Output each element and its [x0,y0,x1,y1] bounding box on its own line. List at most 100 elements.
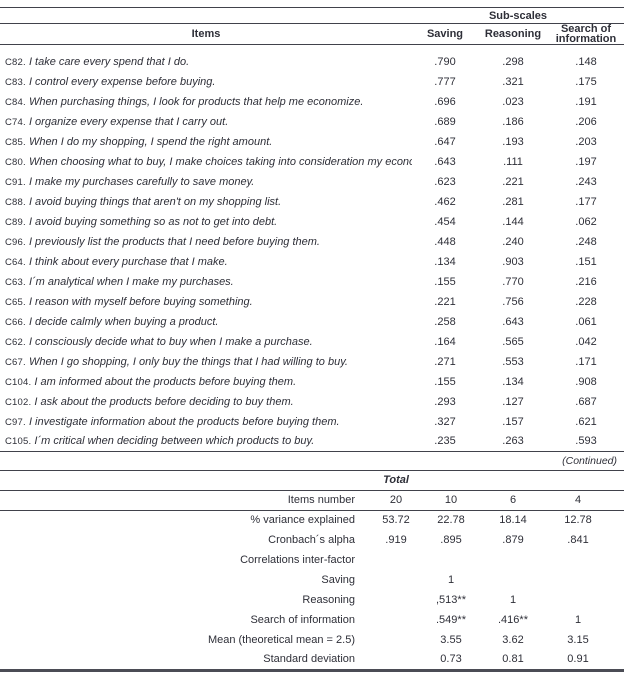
item-text: When I do my shopping, I spend the right… [28,135,273,148]
table-row: C63. I´m analytical when I make my purch… [0,272,624,292]
table-row: Reasoning ,513** 1 [0,590,624,610]
summary-label: Cronbach´s alpha [268,534,355,546]
table-row: C64. I think about every purchase that I… [0,252,624,272]
item-text: I avoid buying things that aren't on my … [28,195,282,208]
total-header-row: Total [0,471,624,491]
loading-reasoning: .023 [502,95,524,108]
item-text: I take care every spend that I do. [28,55,190,68]
table-row: C105. I´m critical when deciding between… [0,431,624,452]
loading-reasoning: .281 [502,195,524,208]
loading-saving: .271 [434,355,456,368]
loading-search: .216 [575,275,597,288]
summary-label: Mean (theoretical mean = 2.5) [207,634,355,646]
item-text: I previously list the products that I ne… [28,235,320,248]
table-row: C96. I previously list the products that… [0,232,624,252]
item-code: C82. [5,56,26,68]
item-text: I´m critical when deciding between which… [34,435,315,448]
item-code: C89. [5,216,26,228]
loading-saving: .293 [434,395,456,408]
search-column-header: Search of information [548,23,624,45]
loading-saving: .448 [434,235,456,248]
summary-reasoning [480,550,546,570]
summary-search: 3.15 [567,634,589,646]
item-text: I organize every expense that I carry ou… [28,115,229,128]
summary-reasoning [480,570,546,590]
loading-search: .191 [575,95,597,108]
loading-saving: .790 [434,55,456,68]
summary-label: Correlations inter-factor [240,554,355,566]
loading-saving: .696 [434,95,456,108]
summary-saving: 1 [447,574,455,586]
loading-search: .151 [575,255,597,268]
table-row: C74. I organize every expense that I car… [0,112,624,132]
loading-saving: .647 [434,135,456,148]
table-row: Cronbach´s alpha .919 .895 .879 .841 [0,530,624,550]
loading-saving: .155 [434,275,456,288]
loading-reasoning: .321 [502,75,524,88]
item-text: When purchasing things, I look for produ… [28,95,364,108]
loading-search: .042 [575,335,597,348]
subscales-header-row: Sub-scales [0,7,624,24]
item-text: When choosing what to buy, I make choice… [28,155,412,168]
continued-note: (Continued) [0,452,624,471]
item-code: C91. [5,176,26,188]
loading-reasoning: .193 [502,135,524,148]
summary-search [546,590,610,610]
loading-search: .228 [575,295,597,308]
item-text: I reason with myself before buying somet… [28,295,253,308]
summary-saving: 10 [422,490,480,511]
table-row: C89. I avoid buying something so as not … [0,212,624,232]
loading-reasoning: .144 [502,215,524,228]
item-text: I think about every purchase that I make… [28,255,228,268]
summary-reasoning: .416** [498,614,528,626]
loading-saving: .454 [434,215,456,228]
loading-reasoning: .157 [502,415,524,428]
item-text: I control every expense before buying. [28,75,216,88]
summary-saving: ,513** [436,594,466,606]
item-code: C66. [5,316,26,328]
loading-saving: .327 [434,415,456,428]
summary-saving: 22.78 [437,514,465,527]
table-row: C83. I control every expense before buyi… [0,72,624,92]
loading-search: .248 [575,235,597,248]
loading-reasoning: .134 [502,375,524,388]
loading-reasoning: .221 [502,175,524,188]
loading-reasoning: .240 [502,235,524,248]
item-code: C63. [5,276,26,288]
table-row: C65. I reason with myself before buying … [0,292,624,312]
loading-saving: .155 [434,375,456,388]
column-header-row: Items Saving Reasoning Search of informa… [0,23,624,45]
item-code: C105. [5,436,32,448]
table-row: C102. I ask about the products before de… [0,392,624,412]
loading-saving: .164 [434,335,456,348]
summary-reasoning: 18.14 [499,514,527,527]
loading-search: .206 [575,115,597,128]
loading-reasoning: .643 [502,315,524,328]
item-code: C84. [5,96,26,108]
summary-total [370,570,422,590]
table-row: C88. I avoid buying things that aren't o… [0,192,624,212]
summary-total: .919 [385,534,407,546]
loading-search: .621 [575,415,597,428]
loading-saving: .221 [434,295,456,308]
loading-saving: .462 [434,195,456,208]
summary-reasoning: 3.62 [502,634,524,646]
table-row: C84. When purchasing things, I look for … [0,92,624,112]
loading-saving: .134 [434,255,456,268]
loading-search: .177 [575,195,597,208]
table-row: C85. When I do my shopping, I spend the … [0,132,624,152]
table-row: % variance explained 53.72 22.78 18.14 1… [0,510,624,530]
table-row: C80. When choosing what to buy, I make c… [0,152,624,172]
factor-loadings-table: Sub-scales Items Saving Reasoning Search… [0,7,624,452]
summary-saving [422,550,480,570]
item-text: I ask about the products before deciding… [34,395,294,408]
item-code: C64. [5,256,26,268]
loading-reasoning: .127 [502,395,524,408]
loading-saving: .623 [434,175,456,188]
item-code: C83. [5,76,26,88]
summary-total [370,650,422,670]
loading-reasoning: .770 [502,275,524,288]
summary-total [370,630,422,650]
table-row: C104. I am informed about the products b… [0,372,624,392]
summary-label: Reasoning [302,594,355,606]
